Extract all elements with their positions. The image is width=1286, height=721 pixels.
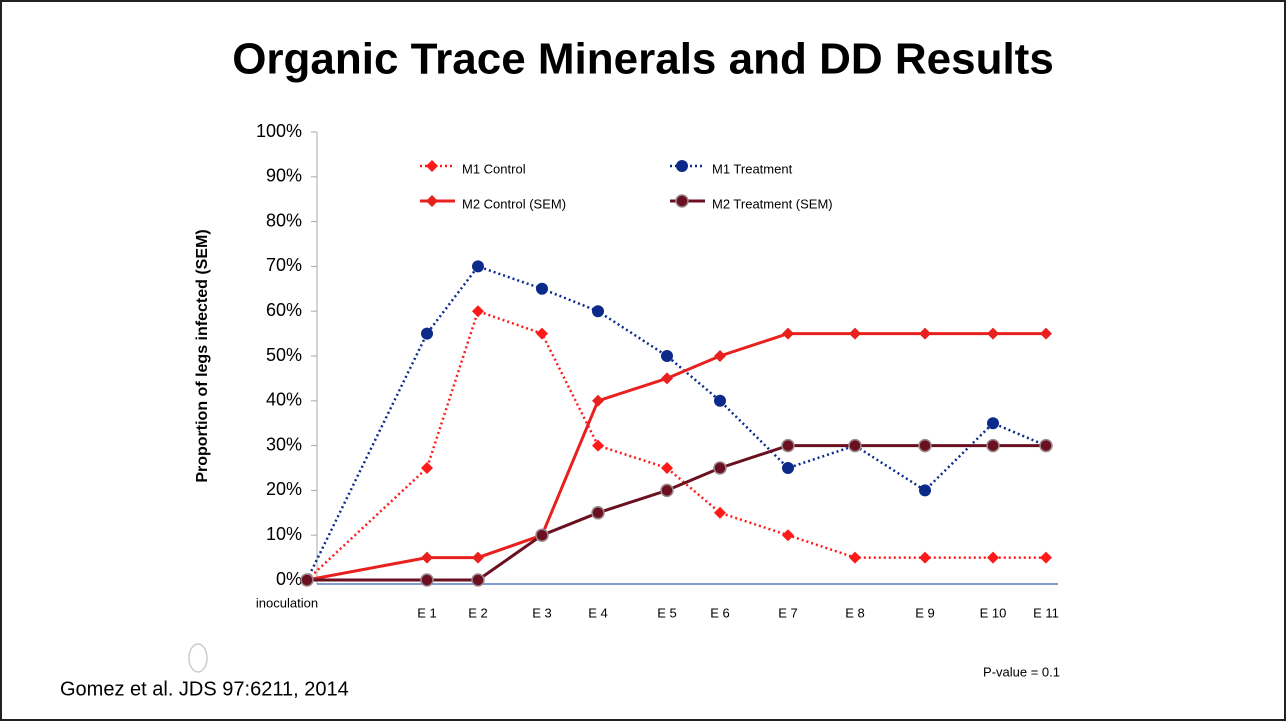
legend-label: M2 Control (SEM) (462, 196, 566, 211)
data-point (536, 327, 548, 340)
data-point (714, 350, 726, 362)
legend-label: M2 Treatment (SEM) (712, 196, 833, 211)
data-point (1039, 438, 1053, 453)
cursor-icon (188, 643, 208, 673)
data-point (987, 551, 999, 564)
data-point (781, 438, 795, 453)
x-tick-label: E 1 (417, 605, 437, 620)
series-line (306, 332, 1046, 582)
data-point (1040, 551, 1052, 564)
data-point (536, 282, 548, 295)
y-tick-label: 40% (266, 390, 302, 410)
data-point (420, 573, 434, 587)
x-tick-label: E 6 (710, 605, 730, 620)
data-point (592, 305, 604, 318)
data-point (591, 506, 605, 520)
data-point (986, 438, 1000, 453)
y-tick-label: 30% (266, 434, 302, 454)
y-tick-label: 0% (276, 569, 302, 589)
y-tick-label: 50% (266, 345, 302, 365)
data-point (919, 551, 931, 564)
y-tick-label: 80% (266, 210, 302, 230)
data-point (421, 551, 433, 564)
legend-marker (675, 194, 689, 208)
data-point (918, 438, 932, 453)
y-tick-label: 100% (256, 121, 302, 141)
data-point (472, 305, 484, 318)
y-tick-label: 60% (266, 300, 302, 320)
y-tick-label: 10% (266, 524, 302, 544)
p-value-note: P-value = 0.1 (983, 664, 1060, 679)
series-line (306, 309, 1046, 581)
data-point (714, 506, 726, 519)
data-point (848, 438, 862, 453)
data-point (849, 551, 861, 564)
data-point (300, 573, 314, 587)
data-point (661, 372, 673, 385)
y-tick-label: 70% (266, 255, 302, 275)
x-tick-label: E 4 (588, 605, 608, 620)
data-point (987, 327, 999, 340)
legend-label: M1 Control (462, 161, 526, 176)
legend-marker (426, 195, 438, 207)
x-tick-label: E 5 (657, 605, 677, 620)
x-tick-label: E 7 (778, 605, 798, 620)
legend-marker (426, 160, 438, 172)
x-tick-label: E 11 (1033, 605, 1059, 620)
series-line (307, 444, 1046, 582)
data-point (592, 439, 604, 452)
data-point (471, 573, 485, 587)
data-point (1040, 327, 1052, 340)
data-point (714, 394, 726, 407)
y-tick-label: 90% (266, 166, 302, 186)
data-point (660, 483, 674, 498)
source-note: Gomez et al. JDS 97:6211, 2014 (60, 678, 349, 700)
data-point (919, 327, 931, 340)
legend-label: M1 Treatment (712, 161, 793, 176)
data-point (782, 529, 794, 542)
y-tick-label: 20% (266, 479, 302, 499)
x-tick-label: E 10 (980, 605, 1007, 620)
data-point (849, 327, 861, 340)
data-point (782, 327, 794, 340)
data-point (421, 327, 433, 340)
data-point (421, 462, 433, 474)
x-tick-label: E 8 (845, 605, 865, 620)
data-point (592, 394, 604, 407)
x-tick-label: E 9 (915, 605, 935, 620)
x-tick-label: E 2 (468, 605, 488, 620)
data-point (713, 461, 727, 475)
data-point (472, 260, 484, 273)
data-point (919, 484, 931, 497)
data-point (661, 462, 673, 474)
x-tick-label: inoculation (256, 595, 318, 610)
data-point (472, 551, 484, 564)
data-point (782, 462, 794, 474)
x-tick-label: E 3 (532, 605, 552, 620)
data-point (987, 417, 999, 430)
data-point (661, 350, 673, 362)
chart-title: Organic Trace Minerals and DD Results (232, 35, 1054, 84)
y-axis-label: Proportion of legs infected (SEM) (194, 229, 211, 482)
data-point (535, 528, 549, 542)
legend-marker (676, 160, 688, 172)
